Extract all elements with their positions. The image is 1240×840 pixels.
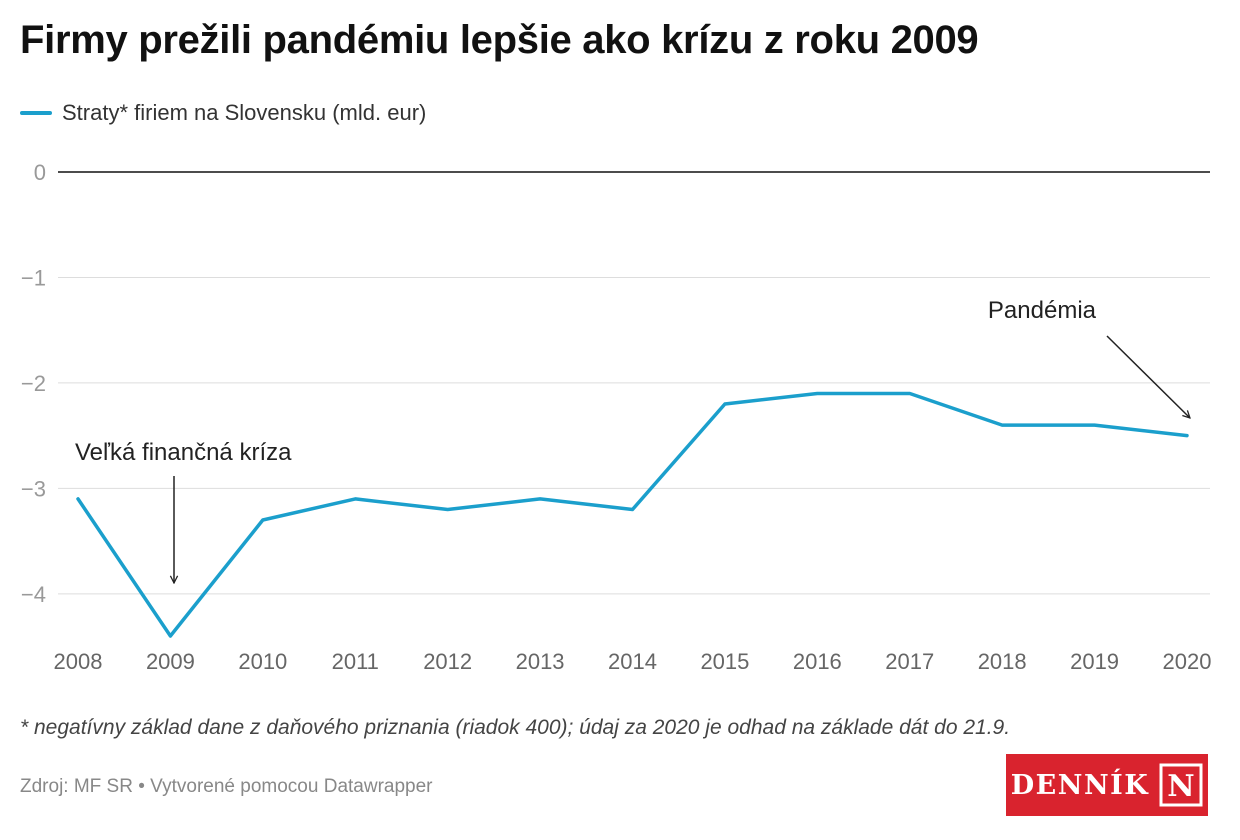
y-tick-label: −4 bbox=[21, 582, 46, 607]
x-tick-label: 2008 bbox=[54, 649, 103, 674]
series bbox=[76, 391, 1189, 638]
x-tick-label: 2013 bbox=[516, 649, 565, 674]
x-tick-label: 2009 bbox=[146, 649, 195, 674]
x-tick-label: 2016 bbox=[793, 649, 842, 674]
logo-wordmark: DENNÍK bbox=[1010, 769, 1150, 801]
legend-label: Straty* firiem na Slovensku (mld. eur) bbox=[62, 100, 427, 125]
x-tick-label: 2017 bbox=[885, 649, 934, 674]
x-tick-label: 2018 bbox=[978, 649, 1027, 674]
x-tick-label: 2010 bbox=[238, 649, 287, 674]
x-tick-label: 2012 bbox=[423, 649, 472, 674]
grid bbox=[58, 171, 1210, 595]
series-line bbox=[76, 391, 1189, 638]
y-tick-label: −2 bbox=[21, 371, 46, 396]
source-credit: Zdroj: MF SR • Vytvorené pomocou Datawra… bbox=[20, 776, 433, 797]
annotation-label: Veľká finančná kríza bbox=[75, 439, 292, 466]
footnote: * negatívny základ dane z daňového prizn… bbox=[20, 716, 1011, 739]
y-tick-label: 0 bbox=[34, 160, 46, 185]
x-tick-label: 2011 bbox=[332, 649, 379, 674]
x-tick-label: 2015 bbox=[700, 649, 749, 674]
x-tick-label: 2014 bbox=[608, 649, 657, 674]
annotation-label: Pandémia bbox=[988, 297, 1097, 324]
y-axis: 0 −1 −2 −3 −4 bbox=[21, 160, 46, 607]
y-tick-label: −3 bbox=[21, 476, 46, 501]
x-tick-label: 2019 bbox=[1070, 649, 1119, 674]
dennik-n-logo: DENNÍK N bbox=[1006, 754, 1208, 816]
logo-mark: N bbox=[1168, 769, 1195, 804]
annotations: Veľká finančná kríza Pandémia bbox=[75, 297, 1190, 583]
line-chart: 0−1−2−3−4 2008 2009 2010 2011 2012 2013 2014 20… bbox=[21, 160, 1212, 674]
annotation-arrow bbox=[1106, 335, 1190, 418]
y-tick-label: −1 bbox=[21, 265, 46, 290]
x-tick-label: 2020 bbox=[1163, 649, 1212, 674]
chart-title: Firmy prežili pandémiu lepšie ako krízu … bbox=[20, 18, 979, 62]
x-axis: 2008 2009 2010 2011 2012 2013 2014 2015 2016 2017… bbox=[54, 649, 1212, 674]
logo-n-icon: N bbox=[1159, 763, 1203, 807]
legend-swatch bbox=[20, 111, 52, 115]
chart-legend: Straty* firiem na Slovensku (mld. eur) bbox=[20, 100, 426, 126]
